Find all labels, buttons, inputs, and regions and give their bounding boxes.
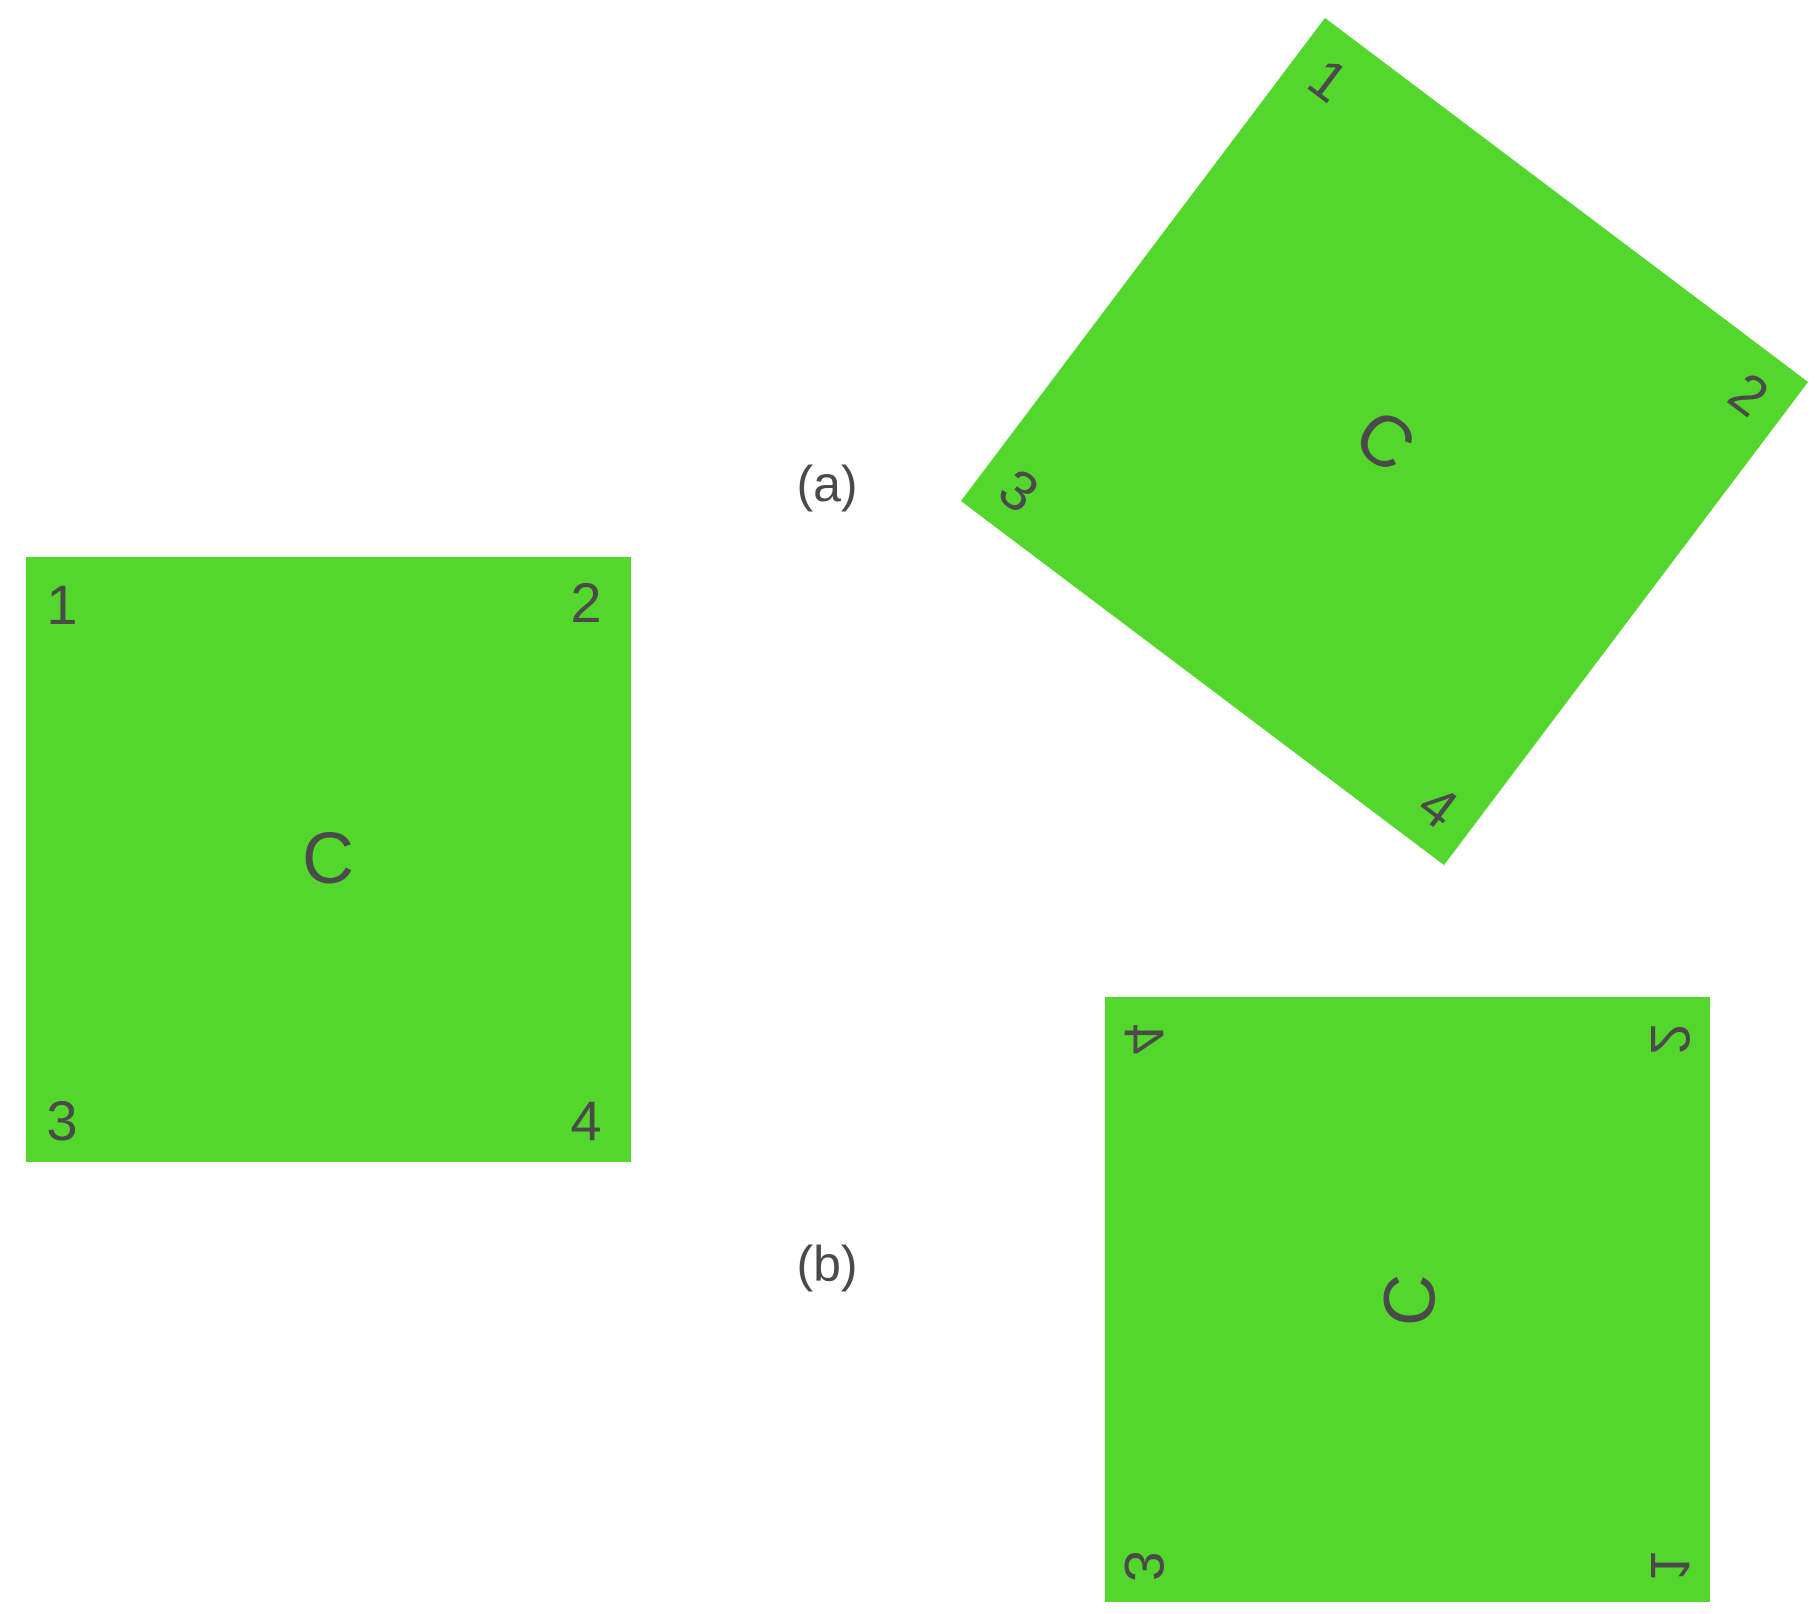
transposed-center-letter: C (1368, 1274, 1448, 1326)
original-square-fill (26, 557, 631, 1162)
rotated-square: 1 2 3 4 C (960, 17, 1809, 866)
original-center-letter: C (302, 819, 354, 899)
caption-b: (b) (796, 1236, 858, 1292)
caption-a: (a) (796, 456, 858, 512)
original-corner-4-label: 4 (570, 1089, 602, 1152)
original-corner-1-label: 1 (46, 573, 78, 636)
original-square: 1 2 3 4 C (26, 557, 631, 1162)
transposed-corner-3-label: 3 (1113, 1550, 1176, 1582)
original-corner-2-label: 2 (570, 571, 602, 634)
transposed-square: 1 2 3 4 C (1105, 997, 1710, 1602)
transposed-corner-2-label: 2 (1639, 1023, 1702, 1055)
transposed-corner-1-label: 1 (1639, 1550, 1702, 1582)
transposed-corner-4-label: 4 (1113, 1023, 1176, 1055)
original-corner-3-label: 3 (46, 1089, 78, 1152)
